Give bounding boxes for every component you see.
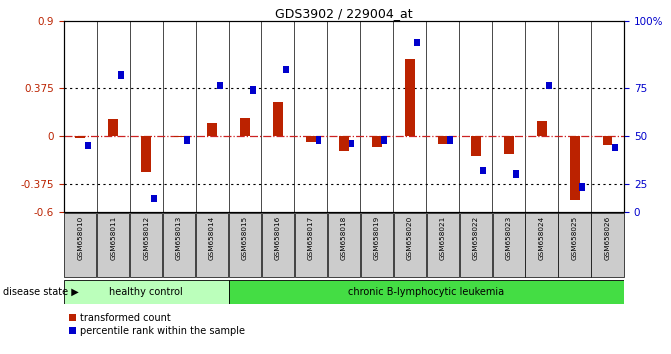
Bar	[415, 39, 420, 46]
Bar	[471, 136, 480, 156]
Bar	[207, 123, 217, 136]
Text: GSM658025: GSM658025	[572, 216, 578, 260]
Text: GSM658020: GSM658020	[407, 216, 413, 260]
FancyBboxPatch shape	[295, 213, 327, 277]
Bar	[282, 65, 289, 73]
Text: GSM658021: GSM658021	[440, 216, 446, 260]
Bar	[174, 136, 184, 137]
FancyBboxPatch shape	[163, 213, 195, 277]
FancyBboxPatch shape	[97, 213, 130, 277]
Text: GSM658023: GSM658023	[506, 216, 512, 260]
FancyBboxPatch shape	[64, 213, 97, 277]
Text: GSM658011: GSM658011	[110, 216, 116, 260]
FancyBboxPatch shape	[525, 213, 558, 277]
Text: chronic B-lymphocytic leukemia: chronic B-lymphocytic leukemia	[348, 287, 505, 297]
Bar	[546, 82, 552, 89]
Bar	[405, 59, 415, 136]
Bar	[217, 82, 223, 89]
FancyBboxPatch shape	[64, 280, 229, 304]
FancyBboxPatch shape	[394, 213, 426, 277]
FancyBboxPatch shape	[493, 213, 525, 277]
Text: GSM658022: GSM658022	[472, 216, 478, 260]
FancyBboxPatch shape	[427, 213, 459, 277]
Text: GSM658019: GSM658019	[374, 216, 380, 260]
Bar	[537, 121, 547, 136]
Text: GSM658010: GSM658010	[77, 216, 83, 260]
Text: GSM658015: GSM658015	[242, 216, 248, 260]
Legend: transformed count, percentile rank within the sample: transformed count, percentile rank withi…	[68, 313, 246, 336]
Text: GSM658014: GSM658014	[209, 216, 215, 260]
Bar	[348, 140, 354, 147]
Bar	[184, 136, 190, 144]
Text: GSM658012: GSM658012	[143, 216, 149, 260]
Bar	[603, 136, 613, 145]
Bar	[240, 118, 250, 136]
FancyBboxPatch shape	[130, 213, 162, 277]
Bar	[141, 136, 151, 172]
FancyBboxPatch shape	[591, 213, 624, 277]
Bar	[273, 102, 283, 136]
Bar	[108, 119, 118, 136]
Bar	[504, 136, 513, 154]
FancyBboxPatch shape	[327, 213, 360, 277]
FancyBboxPatch shape	[196, 213, 228, 277]
Bar	[480, 166, 486, 174]
Text: healthy control: healthy control	[109, 287, 183, 297]
Bar	[315, 136, 321, 144]
Bar	[513, 170, 519, 178]
Bar	[118, 71, 123, 79]
Text: GSM658017: GSM658017	[308, 216, 314, 260]
Text: GSM658026: GSM658026	[605, 216, 611, 260]
Bar	[579, 183, 585, 191]
Bar	[339, 136, 349, 151]
Bar	[437, 136, 448, 144]
Bar	[151, 195, 157, 202]
Bar	[85, 142, 91, 149]
Bar	[570, 136, 580, 200]
Text: GSM658024: GSM658024	[539, 216, 545, 260]
FancyBboxPatch shape	[460, 213, 492, 277]
Bar	[306, 136, 316, 142]
FancyBboxPatch shape	[229, 280, 624, 304]
Title: GDS3902 / 229004_at: GDS3902 / 229004_at	[275, 7, 413, 20]
FancyBboxPatch shape	[262, 213, 294, 277]
Bar	[372, 136, 382, 147]
Text: GSM658016: GSM658016	[275, 216, 281, 260]
Text: GSM658018: GSM658018	[341, 216, 347, 260]
Bar	[448, 136, 454, 144]
FancyBboxPatch shape	[229, 213, 261, 277]
Bar	[75, 136, 85, 138]
FancyBboxPatch shape	[558, 213, 590, 277]
FancyBboxPatch shape	[361, 213, 393, 277]
Bar	[381, 136, 387, 144]
Text: disease state ▶: disease state ▶	[3, 287, 79, 297]
Text: GSM658013: GSM658013	[176, 216, 182, 260]
Bar	[612, 144, 618, 151]
Bar	[250, 86, 256, 94]
